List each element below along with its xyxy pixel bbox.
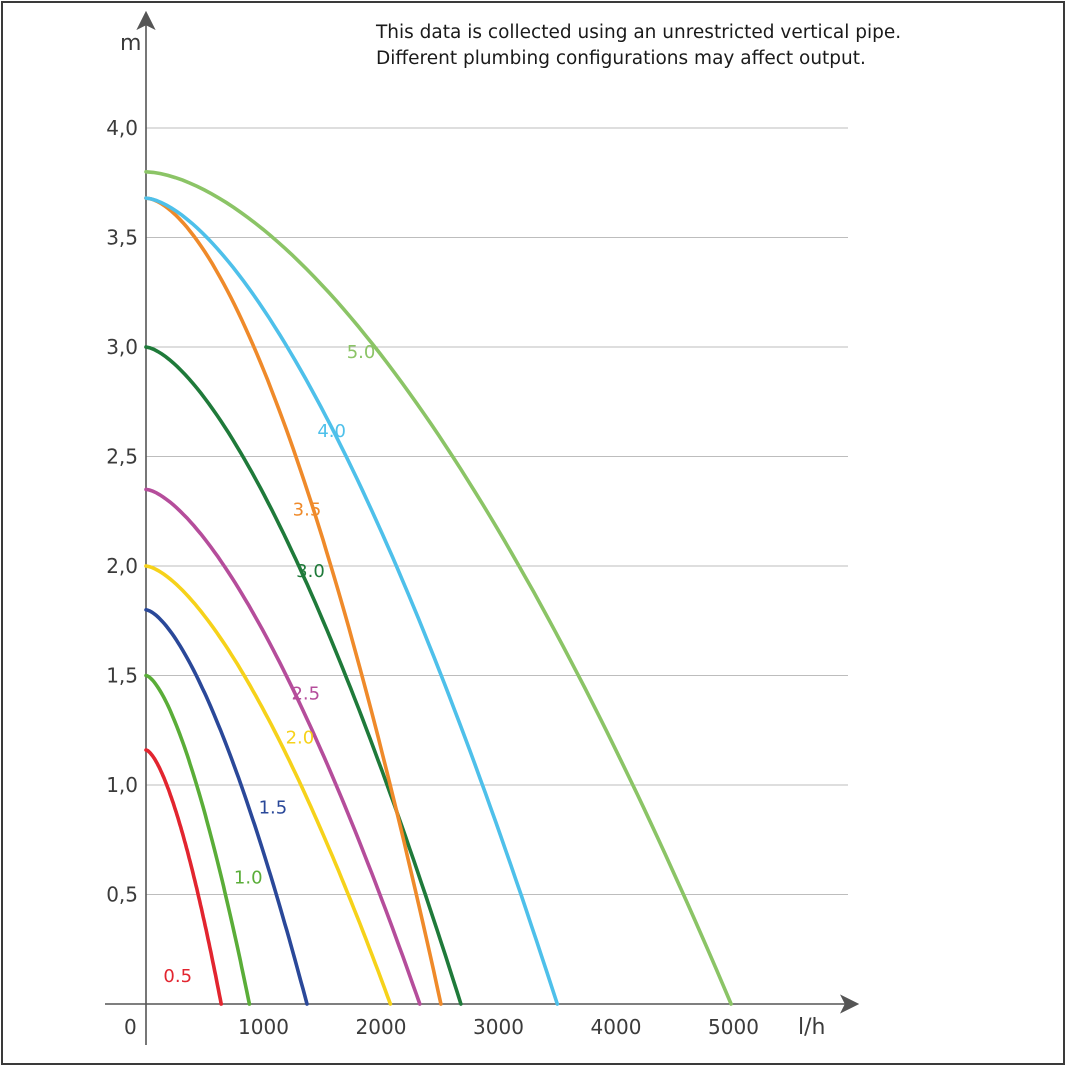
y-tick-label: 2,5 (106, 445, 138, 469)
y-axis-label: m (120, 31, 141, 56)
series-curve-0.5 (144, 748, 223, 1006)
series-curves (144, 170, 733, 1006)
y-tick-label: 3,5 (106, 226, 138, 250)
series-label-4.0: 4.0 (317, 421, 346, 442)
x-axis-label: l/h (798, 1015, 825, 1040)
series-curve-3.5 (144, 196, 443, 1006)
series-curve-2.0 (144, 564, 393, 1006)
series-curve-4.0 (144, 196, 560, 1006)
annotation-line-2: Different plumbing configurations may af… (376, 48, 866, 69)
y-tick-label: 2,0 (106, 554, 138, 578)
series-curve-5.0 (144, 170, 733, 1006)
series-label-2.0: 2.0 (286, 727, 315, 748)
series-label-1.0: 1.0 (234, 868, 263, 889)
x-tick-label: 5000 (708, 1015, 759, 1039)
y-tick-label: 1,0 (106, 773, 138, 797)
series-curve-3.0 (144, 345, 463, 1006)
y-tick-label: 1,5 (106, 664, 138, 688)
y-tick-label: 3,0 (106, 335, 138, 359)
series-curve-2.5 (144, 487, 422, 1006)
series-labels: 0.5 1.0 1.5 2.0 2.5 3.0 3.5 4.0 5.0 (163, 342, 375, 987)
series-label-3.0: 3.0 (296, 561, 325, 582)
x-tick-label: 2000 (356, 1015, 407, 1039)
x-tick-label: 3000 (473, 1015, 524, 1039)
y-tick-label: 4,0 (106, 116, 138, 140)
series-curve-1.0 (144, 673, 252, 1006)
y-tick-label: 0,5 (106, 883, 138, 907)
series-label-1.5: 1.5 (259, 797, 288, 818)
series-label-3.5: 3.5 (293, 500, 322, 521)
series-label-5.0: 5.0 (347, 342, 376, 363)
series-label-0.5: 0.5 (163, 966, 192, 987)
gridlines (146, 127, 848, 895)
x-origin-label: 0 (124, 1015, 137, 1039)
annotation-line-1: This data is collected using an unrestri… (375, 22, 901, 43)
x-tick-label: 4000 (591, 1015, 642, 1039)
x-tick-label: 1000 (238, 1015, 289, 1039)
tick-labels: 0,5 1,0 1,5 2,0 2,5 3,0 3,5 4,0 1000 2000 3000 4000… (106, 116, 759, 1039)
series-curve-1.5 (144, 607, 309, 1006)
series-label-2.5: 2.5 (291, 684, 320, 705)
